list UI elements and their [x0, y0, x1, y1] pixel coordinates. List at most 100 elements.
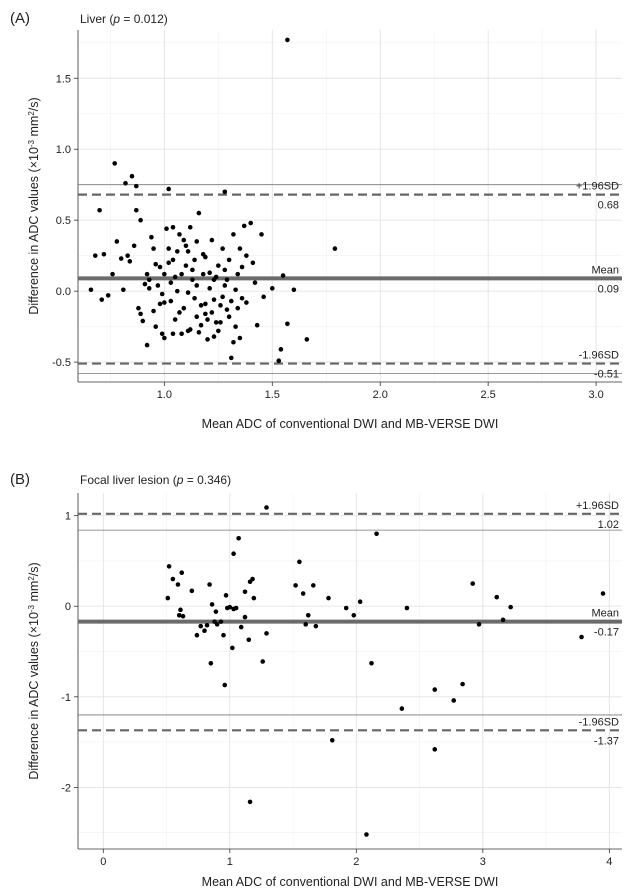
panel-a-data-point: [269, 286, 275, 291]
panel-a-data-point: [142, 281, 148, 287]
panel-b-data-point: [351, 612, 357, 618]
panel-a-data-point: [162, 300, 167, 305]
panel-a-data-point: [248, 220, 253, 226]
panel-a-data-point: [155, 283, 161, 288]
panel-a-data-point: [291, 287, 297, 293]
panel-a-data-point: [254, 322, 260, 328]
panel-a-data-point: [231, 232, 236, 237]
panel-b-data-point: [264, 631, 269, 636]
panel-b-data-point: [223, 593, 229, 598]
panel-a-y-axis-label-exponent: -3: [27, 139, 36, 147]
panel-a-data-point: [172, 317, 178, 322]
panel-a-data-point: [226, 257, 232, 263]
panel-b-mean-label: Mean: [591, 608, 619, 620]
panel-a-data-point: [190, 277, 195, 283]
panel-a-data-point: [138, 311, 143, 317]
panel-a-data-point: [114, 239, 120, 244]
panel-a-data-point: [172, 274, 178, 280]
panel-b-data-point: [202, 628, 207, 633]
panel-a-data-point: [239, 295, 245, 301]
panel-a-y-axis-label-suffix: /s): [27, 97, 41, 111]
panel-a-data-point: [237, 246, 243, 251]
panel-a-data-point: [175, 249, 180, 254]
panel-b-data-point: [293, 583, 298, 588]
panel-b-data-point: [313, 623, 319, 629]
panel-b-data-point: [204, 622, 210, 628]
panel-a-data-point: [207, 270, 212, 276]
panel-a-data-point: [157, 264, 163, 270]
panel-b-data-point: [231, 551, 236, 556]
panel-a-data-point: [332, 246, 338, 251]
panel-a-data-point: [276, 358, 282, 364]
panel-b-x-tick-label: 2: [353, 856, 359, 868]
panel-a-data-point: [183, 263, 189, 268]
panel-a-data-point: [185, 249, 191, 254]
panel-a-data-point: [159, 291, 165, 297]
panel-a-data-point: [224, 307, 230, 312]
panel-b-y-axis-label-prefix: Difference in ADC values (×10: [27, 612, 41, 780]
panel-a-title-text: Liver (: [80, 12, 113, 26]
panel-b-data-point: [170, 576, 176, 582]
panel-b-data-point: [247, 799, 253, 805]
panel-a-x-tick-label: 2.0: [373, 389, 388, 401]
panel-a-data-point: [157, 301, 163, 307]
panel-a-data-point: [168, 298, 174, 304]
panel-a-data-point: [123, 180, 128, 186]
panel-a-data-point: [222, 283, 228, 288]
panel-b-data-point: [297, 559, 302, 565]
panel-b-y-axis-label-unit-exponent: 2: [27, 576, 36, 581]
panel-a-data-point: [183, 243, 189, 249]
panel-a-data-point: [259, 232, 264, 237]
panel-b-data-point: [470, 581, 476, 586]
panel-a-data-point: [239, 264, 245, 270]
panel-a-mean-value-label: 0.09: [598, 283, 619, 295]
panel-b-data-point: [300, 591, 306, 596]
panel-a-data-point: [226, 314, 232, 320]
panel-a-data-point: [101, 251, 107, 257]
panel-b-data-point: [227, 604, 233, 610]
panel-b-data-point: [264, 505, 269, 510]
panel-b-data-point: [399, 706, 405, 711]
panel-b-data-point: [364, 832, 369, 837]
panel-a-data-point: [118, 256, 124, 261]
panel-b-upper-loa-value-label: 1.02: [598, 519, 619, 531]
panel-b-data-point: [251, 595, 257, 601]
panel-a-data-point: [112, 161, 117, 166]
panel-a-x-axis-label: Mean ADC of conventional DWI and MB-VERS…: [202, 417, 499, 431]
panel-a-title-p-symbol: p: [112, 12, 120, 26]
panel-a-data-point: [261, 294, 266, 300]
panel-b-data-point: [343, 605, 349, 611]
panel-a-data-point: [179, 331, 184, 337]
panel-b-lower-loa-label: -1.96SD: [579, 716, 619, 728]
panel-b-data-point: [189, 588, 195, 594]
panel-b-data-point: [246, 637, 252, 643]
panel-a-data-point: [181, 237, 187, 243]
panel-b-data-point: [178, 607, 183, 613]
panel-a-data-point: [162, 335, 167, 341]
panel-a-data-point: [166, 246, 171, 251]
panel-b-data-point: [179, 570, 185, 576]
panel-a-data-point: [192, 257, 197, 263]
panel-a-data-point: [121, 287, 126, 293]
panel-a-data-point: [216, 328, 221, 334]
panel-a-data-point: [164, 226, 169, 232]
panel-a-data-point: [280, 273, 286, 278]
panel-b-data-point: [404, 605, 410, 611]
panel-a-data-point: [192, 295, 197, 301]
panel-b-data-point: [432, 747, 438, 752]
panel-b-title-p-symbol: p: [176, 473, 184, 487]
panel-a-data-point: [211, 334, 217, 339]
panel-a-y-tick-label: -0.5: [52, 357, 71, 369]
panel-b-panel-label: (B): [10, 471, 30, 488]
panel-b-data-point: [166, 564, 172, 569]
panel-b-data-point: [432, 687, 438, 692]
panel-a-data-point: [179, 271, 184, 277]
panel-a-upper-loa-value-label: 0.68: [598, 200, 619, 212]
panel-a-data-point: [149, 234, 154, 240]
panel-b-data-point: [579, 634, 584, 640]
panel-a: 1.0 1.5 2.0 2.5 3.0 -0.5 0.0 0.5 1.0 1.5 +1.96SD 0.…: [10, 10, 622, 431]
panel-a-data-point: [138, 217, 143, 223]
panel-b-data-point: [213, 609, 219, 614]
panel-a-data-point: [187, 224, 193, 230]
